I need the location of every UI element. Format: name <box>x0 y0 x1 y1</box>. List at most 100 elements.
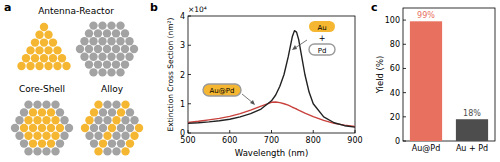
y-tick-label: 0 <box>395 137 400 146</box>
y-tick-label: 3 <box>180 41 185 50</box>
atom <box>98 21 106 29</box>
atom <box>20 124 28 132</box>
pill <box>309 21 335 32</box>
atom <box>125 53 133 61</box>
atom <box>49 38 57 46</box>
atom <box>80 53 88 61</box>
atom <box>31 38 39 46</box>
atom <box>121 60 129 68</box>
atom <box>89 53 97 61</box>
atom <box>40 54 48 62</box>
atom <box>51 147 59 155</box>
bars <box>410 21 488 141</box>
pill <box>309 44 335 55</box>
atom <box>40 38 48 46</box>
y-tick-label: 60 <box>390 64 400 73</box>
atom <box>103 60 111 68</box>
atom <box>56 108 64 116</box>
atom <box>17 62 25 70</box>
atom <box>33 116 41 124</box>
y-tick-label: 4 <box>180 12 185 21</box>
atom <box>35 62 43 70</box>
y-tick <box>403 116 406 117</box>
atom <box>20 108 28 116</box>
atom <box>112 132 120 140</box>
atom <box>35 46 43 54</box>
annotation: Au@Pd <box>210 87 235 95</box>
atom <box>107 37 115 45</box>
y-tick <box>403 44 406 45</box>
atom <box>94 132 102 140</box>
atom <box>38 108 46 116</box>
atom <box>89 37 97 45</box>
atom <box>26 46 34 54</box>
atom <box>47 124 55 132</box>
atom <box>90 139 98 147</box>
atom <box>47 108 55 116</box>
atom <box>121 147 129 155</box>
antenna-triangle <box>17 23 70 70</box>
atom <box>108 124 116 132</box>
atom <box>112 100 120 108</box>
y-multiplier: ×10⁴ <box>188 5 207 14</box>
atom <box>62 62 70 70</box>
y-axis-label: Extinction Cross Section (nm²) <box>166 17 175 131</box>
atom <box>42 116 50 124</box>
atom <box>107 21 115 29</box>
atom <box>117 139 125 147</box>
atom <box>99 139 107 147</box>
atom <box>94 60 102 68</box>
atom <box>51 116 59 124</box>
atom <box>112 45 120 53</box>
atom <box>56 124 64 132</box>
atom <box>116 37 124 45</box>
atom <box>103 116 111 124</box>
data-label: 99% <box>417 11 435 20</box>
arrowhead <box>250 100 255 105</box>
atom <box>103 132 111 140</box>
atom <box>107 53 115 61</box>
x-tick <box>271 130 272 133</box>
panel-label: c <box>371 1 378 14</box>
arrowhead <box>292 45 297 50</box>
annotations: Au@PdAu+Pd <box>203 21 335 105</box>
atom <box>42 132 50 140</box>
diagram-label: Alloy <box>101 84 124 94</box>
atom <box>31 54 39 62</box>
atom <box>38 124 46 132</box>
y-tick <box>403 92 406 93</box>
atom <box>117 108 125 116</box>
atom <box>33 100 41 108</box>
atom <box>130 132 138 140</box>
atom <box>24 100 32 108</box>
axes: 020406080100Au@PdAu + Pd <box>385 8 495 153</box>
atom <box>108 108 116 116</box>
y-tick <box>188 45 191 46</box>
atom <box>20 139 28 147</box>
x-tick-label: 700 <box>264 136 279 145</box>
atom <box>44 31 52 39</box>
atom <box>35 31 43 39</box>
atom <box>40 23 48 31</box>
atom <box>22 54 30 62</box>
atom <box>15 116 23 124</box>
atom <box>24 116 32 124</box>
atom <box>121 29 129 37</box>
atom <box>44 62 52 70</box>
atom <box>116 21 124 29</box>
y-tick-label: 20 <box>390 113 400 122</box>
panel-label: a <box>4 1 11 14</box>
data-label: 18% <box>463 109 481 118</box>
panel-label: b <box>150 1 158 14</box>
atom <box>98 68 106 76</box>
reactor-cluster <box>76 21 138 76</box>
diagram-label: Antenna-Reactor <box>38 6 114 16</box>
atom <box>94 100 102 108</box>
atom <box>60 132 68 140</box>
y-tick <box>188 103 191 104</box>
pill <box>203 84 241 96</box>
atom <box>85 45 93 53</box>
atom <box>99 108 107 116</box>
atom <box>98 37 106 45</box>
atom <box>33 132 41 140</box>
